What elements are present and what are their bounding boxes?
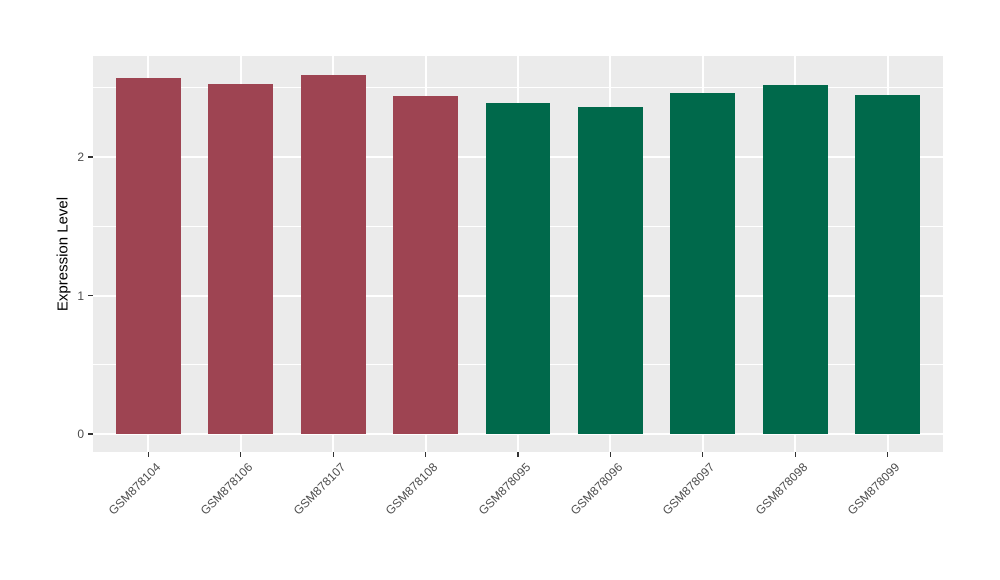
- x-tick-label: GSM878108: [382, 460, 441, 518]
- bar-GSM878097: [670, 93, 736, 434]
- x-axis-tick-mark: [425, 452, 427, 457]
- x-axis-tick-mark: [794, 452, 796, 457]
- y-tick-label: 0: [77, 427, 84, 441]
- x-axis-tick-mark: [240, 452, 242, 457]
- x-tick-label: GSM878106: [198, 460, 256, 518]
- x-axis-tick-mark: [886, 452, 889, 457]
- y-tick-label: 2: [77, 150, 84, 164]
- bar-GSM878108: [393, 96, 458, 434]
- x-axis-tick-mark: [332, 452, 334, 457]
- y-axis-title: Expression Level: [54, 196, 72, 312]
- x-tick-label: GSM878098: [752, 460, 811, 518]
- x-tick-label: GSM878096: [567, 460, 626, 518]
- x-tick-label: GSM878104: [105, 460, 164, 518]
- bar-GSM878095: [485, 102, 551, 434]
- x-tick-label: GSM878097: [660, 460, 718, 518]
- bar-GSM878107: [300, 75, 366, 434]
- x-tick-label: GSM878095: [475, 460, 533, 518]
- x-axis-tick-mark: [517, 452, 519, 457]
- x-axis-tick-mark: [147, 452, 150, 457]
- x-tick-label: GSM878099: [844, 460, 903, 518]
- bar-GSM878099: [855, 94, 920, 434]
- bar-GSM878096: [578, 107, 643, 434]
- bar-GSM878104: [116, 78, 181, 434]
- x-tick-label: GSM878107: [290, 460, 349, 518]
- chart-panel: [93, 56, 943, 452]
- bar-GSM878098: [762, 84, 828, 434]
- x-axis-tick-mark: [702, 452, 704, 457]
- x-axis-tick-mark: [609, 452, 611, 457]
- bar-GSM878106: [208, 83, 274, 434]
